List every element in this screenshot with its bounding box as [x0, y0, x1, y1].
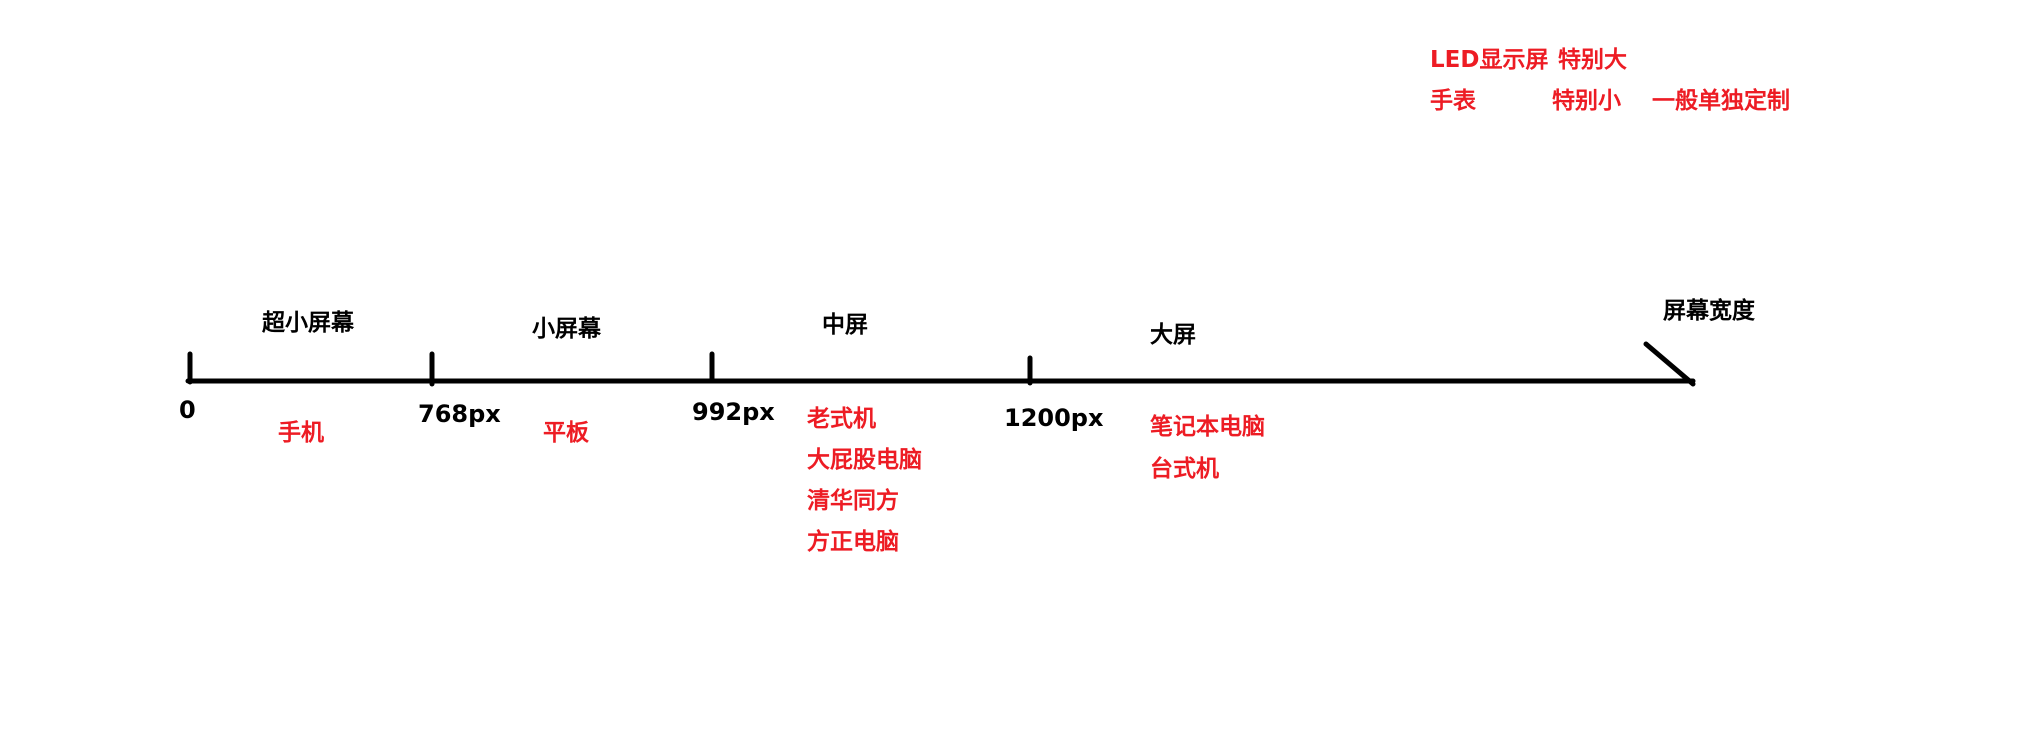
tick-label-1200: 1200px	[1004, 404, 1104, 432]
device-label-tsinghua-tongfang: 清华同方	[807, 488, 899, 514]
tick-label-992: 992px	[692, 398, 775, 426]
axis-title: 屏幕宽度	[1663, 298, 1755, 324]
device-label-tablet: 平板	[543, 420, 589, 446]
note-watch: 手表	[1430, 88, 1476, 114]
segment-label-large: 大屏	[1150, 322, 1196, 348]
note-extra-small: 特别小	[1552, 88, 1621, 114]
segment-label-small: 小屏幕	[532, 316, 601, 342]
tick-label-768: 768px	[418, 400, 501, 428]
device-label-crt-computer: 大屁股电脑	[807, 447, 922, 473]
note-custom-made: 一般单独定制	[1652, 88, 1790, 114]
device-label-old-machine: 老式机	[807, 406, 876, 432]
device-label-phone: 手机	[278, 420, 324, 446]
device-label-founder-computer: 方正电脑	[807, 529, 899, 555]
device-label-desktop: 台式机	[1150, 456, 1219, 482]
segment-label-extra-small: 超小屏幕	[262, 310, 354, 336]
note-led-display: LED显示屏	[1430, 47, 1549, 73]
note-extra-large: 特别大	[1558, 47, 1627, 73]
device-label-laptop: 笔记本电脑	[1150, 414, 1265, 440]
segment-label-medium: 中屏	[822, 312, 868, 338]
tick-label-0: 0	[179, 396, 196, 424]
axis-arrow-head	[1643, 341, 1696, 387]
